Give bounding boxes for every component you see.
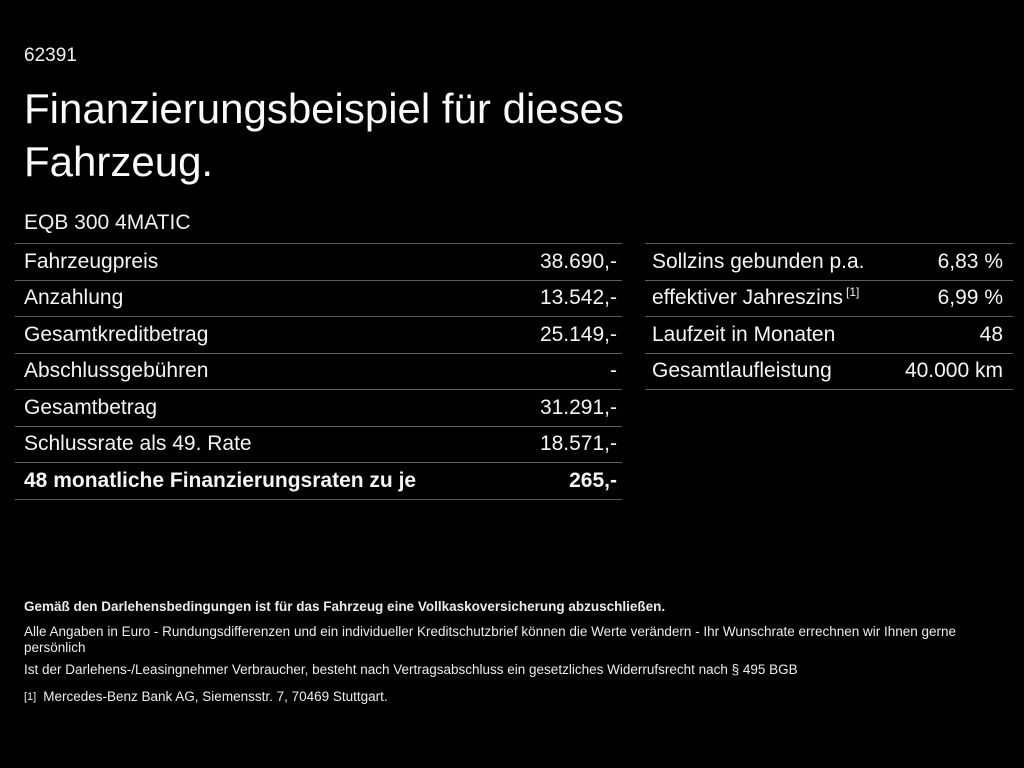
table-row: Laufzeit in Monaten 48 <box>645 317 1013 354</box>
page-title-line2: Fahrzeug. <box>24 138 214 185</box>
footnote-text: Mercedes-Benz Bank AG, Siemensstr. 7, 70… <box>43 689 388 704</box>
row-label: Fahrzeugpreis <box>24 249 159 273</box>
row-label: 48 monatliche Finanzierungsraten zu je <box>24 468 417 492</box>
row-value: - <box>610 359 617 383</box>
footnote: [1] Mercedes-Benz Bank AG, Siemensstr. 7,… <box>24 689 1004 706</box>
financing-table-right: Sollzins gebunden p.a. 6,83 % effektiver… <box>645 243 1013 390</box>
row-value: 25.149,- <box>539 322 617 346</box>
table-row: Sollzins gebunden p.a. 6,83 % <box>645 244 1013 281</box>
insurance-note: Gemäß den Darlehensbedingungen ist für d… <box>24 599 666 614</box>
financing-table-left: Fahrzeugpreis 38.690,- Anzahlung 13.542,… <box>15 243 622 500</box>
table-row: Abschlussgebühren - <box>15 354 622 390</box>
table-row: Schlussrate als 49. Rate 18.571,- <box>15 427 622 463</box>
row-label: effektiver Jahreszins [1] <box>652 286 859 310</box>
row-label: Anzahlung <box>24 286 124 310</box>
page-title: Finanzierungsbeispiel für dieses Fahrzeu… <box>24 82 624 188</box>
table-row: Fahrzeugpreis 38.690,- <box>15 244 622 281</box>
table-row: Gesamtbetrag 31.291,- <box>15 390 622 427</box>
table-row: Gesamtkreditbetrag 25.149,- <box>15 317 622 354</box>
row-label: Gesamtbetrag <box>24 395 158 419</box>
footnote-marker: [1] <box>24 691 37 703</box>
row-label: Gesamtlaufleistung <box>652 359 832 383</box>
row-label: Abschlussgebühren <box>24 359 209 383</box>
document-number: 62391 <box>24 45 77 66</box>
row-value: 13.542,- <box>539 286 617 310</box>
row-label-text: effektiver Jahreszins <box>652 286 844 310</box>
row-label: Sollzins gebunden p.a. <box>652 249 865 273</box>
row-label: Schlussrate als 49. Rate <box>24 432 252 456</box>
table-row: effektiver Jahreszins [1] 6,99 % <box>645 281 1013 317</box>
row-value: 31.291,- <box>539 395 617 419</box>
row-value: 40.000 km <box>904 359 1003 383</box>
row-label: Gesamtkreditbetrag <box>24 322 209 346</box>
row-value: 265,- <box>569 468 617 492</box>
row-value: 48 <box>979 322 1003 346</box>
table-row: Gesamtlaufleistung 40.000 km <box>645 354 1013 390</box>
row-value: 18.571,- <box>539 432 617 456</box>
page-title-line1: Finanzierungsbeispiel für dieses <box>24 85 624 132</box>
footnote-reference: [1] <box>846 285 860 300</box>
disclaimer-line1: Alle Angaben in Euro - Rundungsdifferenz… <box>24 624 957 655</box>
disclaimer-line2: Ist der Darlehens-/Leasingnehmer Verbrau… <box>24 662 798 677</box>
table-row-monthly-rate: 48 monatliche Finanzierungsraten zu je 2… <box>15 463 622 500</box>
row-value: 6,99 % <box>937 286 1003 310</box>
row-label: Laufzeit in Monaten <box>652 322 836 346</box>
table-row: Anzahlung 13.542,- <box>15 281 622 317</box>
row-value: 38.690,- <box>539 249 617 273</box>
vehicle-model: EQB 300 4MATIC <box>24 211 191 234</box>
footer: Gemäß den Darlehensbedingungen ist für d… <box>24 599 1004 706</box>
row-value: 6,83 % <box>937 249 1003 273</box>
